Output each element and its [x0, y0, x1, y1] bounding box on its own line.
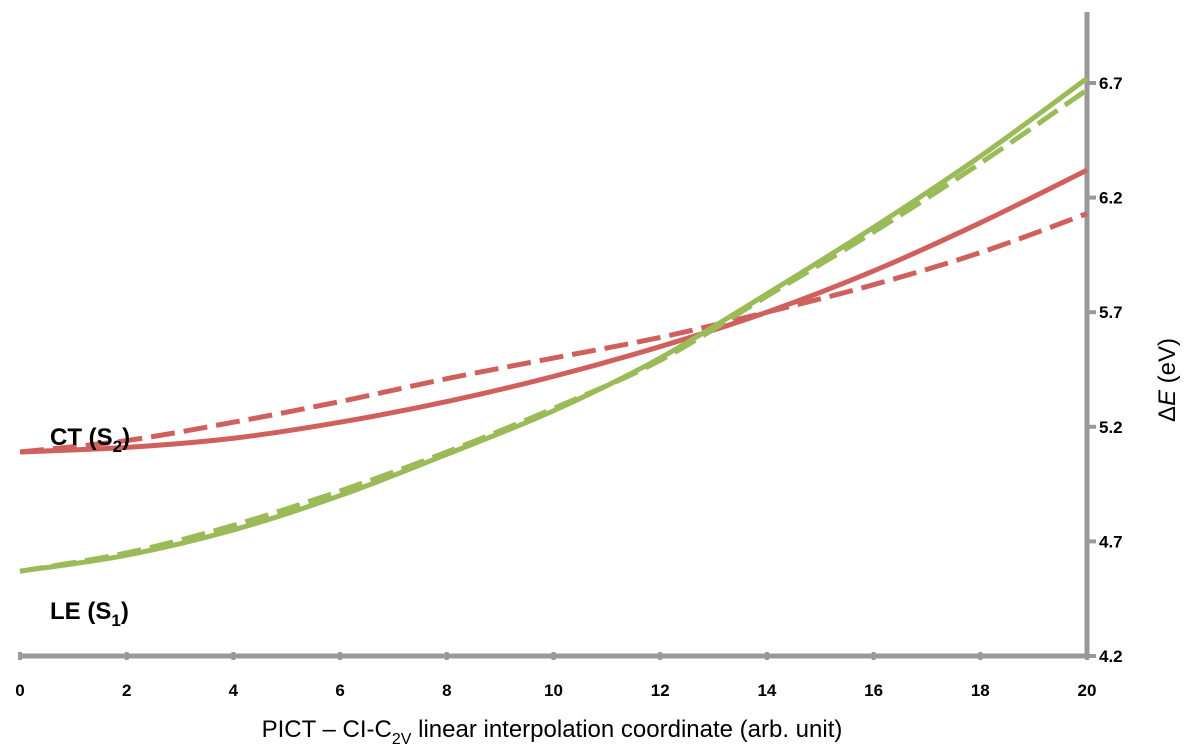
tick-labels: 0 2 4 6 8 10 12 14 16 18 204.24.75.25.76.26.7 — [15, 74, 1122, 700]
axes — [18, 12, 1096, 660]
y-tick-label: 5.2 — [1099, 418, 1123, 437]
y-axis-title-unit: (eV) — [1154, 338, 1181, 390]
x-tick-label: 18 — [971, 681, 990, 700]
y-axis-title: ΔE (eV) — [1154, 338, 1181, 422]
y-axis-title-var: E — [1154, 389, 1181, 406]
x-tick-label: 12 — [651, 681, 670, 700]
y-tick-label: 4.2 — [1099, 647, 1123, 666]
x-axis-title-sub: 2V — [392, 731, 412, 747]
series-label-ct-sub: 2 — [113, 437, 122, 456]
series-line-ct-dashed — [19, 211, 1088, 455]
x-tick-label: 6 — [335, 681, 344, 700]
series-label-ct-main: CT (S — [50, 424, 113, 451]
x-axis-title-suffix: linear interpolation coordinate (arb. un… — [411, 716, 842, 743]
x-tick-label: 16 — [864, 681, 883, 700]
x-tick-label: 14 — [757, 681, 776, 700]
y-tick-label: 6.7 — [1099, 74, 1123, 93]
series-label-ct: CT (S2) — [50, 424, 130, 456]
series-label-le-sub: 1 — [111, 611, 120, 630]
y-axis-title-symbol: Δ — [1154, 406, 1181, 422]
x-tick-label: 8 — [442, 681, 451, 700]
series-lines — [19, 76, 1089, 574]
series-line-ct-solid — [19, 167, 1089, 455]
x-tick-label: 10 — [544, 681, 563, 700]
series-label-le-close: ) — [121, 598, 129, 625]
y-tick-label: 5.7 — [1099, 303, 1123, 322]
x-tick-label: 20 — [1078, 681, 1097, 700]
series-line-le-solid — [19, 76, 1089, 574]
y-tick-label: 4.7 — [1099, 532, 1123, 551]
x-tick-label: 0 — [15, 681, 24, 700]
series-label-le-main: LE (S — [50, 598, 111, 625]
x-axis-title: PICT – CI-C2V linear interpolation coord… — [262, 716, 843, 747]
x-axis-title-prefix: PICT – CI-C — [262, 716, 392, 743]
x-tick-label: 2 — [122, 681, 131, 700]
series-label-ct-close: ) — [122, 424, 130, 451]
y-tick-label: 6.2 — [1099, 189, 1123, 208]
series-label-le: LE (S1) — [50, 598, 129, 630]
x-tick-label: 4 — [229, 681, 239, 700]
series-line-le-dashed — [19, 87, 1089, 574]
